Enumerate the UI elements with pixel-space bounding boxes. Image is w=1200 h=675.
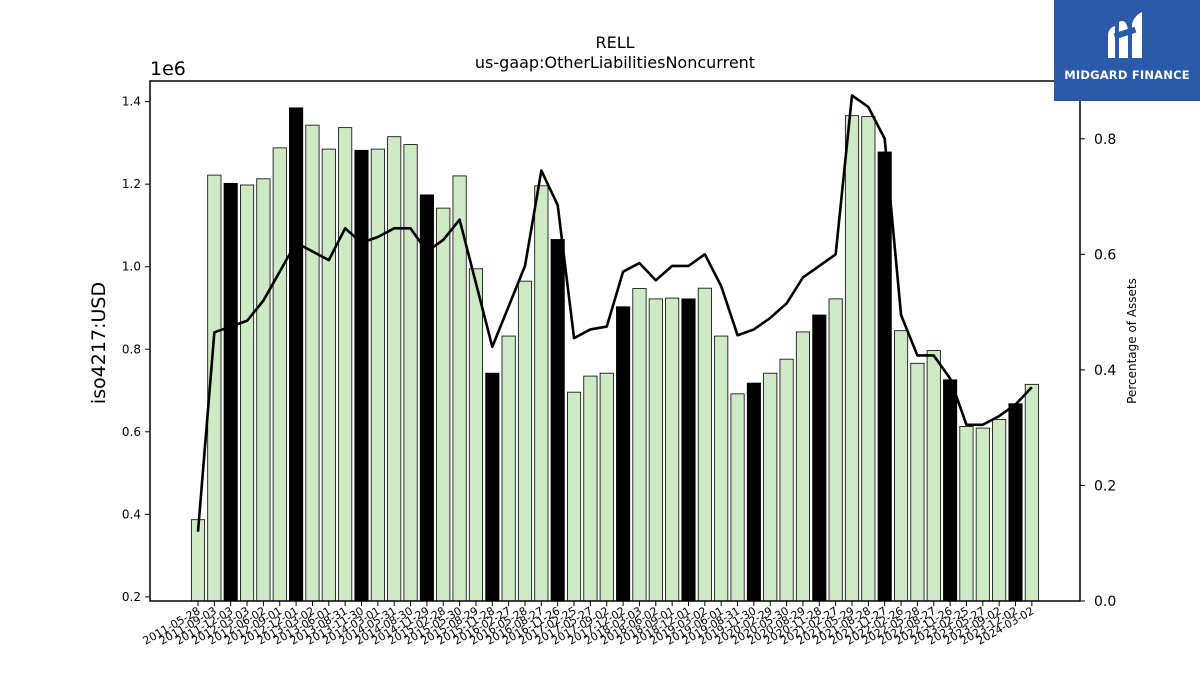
y2-tick-label: 0.2 bbox=[1094, 478, 1116, 494]
brand-name: MIDGARD FINANCE bbox=[1064, 68, 1190, 82]
y-tick-label: 0.4 bbox=[122, 507, 141, 521]
bar-2016-11-26 bbox=[550, 239, 565, 602]
bar-2016-02-27 bbox=[501, 335, 516, 602]
brand-logo: MIDGARD FINANCE bbox=[1054, 0, 1200, 101]
bar-2016-05-28 bbox=[517, 280, 533, 602]
bar-2011-05-28 bbox=[190, 519, 206, 602]
bar-2019-06-01 bbox=[714, 335, 729, 602]
y2-axis-label: Percentage of Assets bbox=[1125, 278, 1139, 404]
bar-2018-03-03 bbox=[632, 288, 647, 602]
bar-2022-05-28 bbox=[910, 362, 925, 602]
bar-2022-08-27 bbox=[926, 350, 941, 602]
bar-2021-05-29 bbox=[844, 115, 860, 602]
bar-2020-11-28 bbox=[812, 314, 827, 602]
bar-2017-02-25 bbox=[567, 391, 582, 602]
bar-2014-05-31 bbox=[387, 136, 402, 602]
bar-2014-11-29 bbox=[419, 194, 434, 602]
bar-2019-11-30 bbox=[746, 382, 761, 602]
bar-2023-12-02 bbox=[1008, 403, 1023, 602]
bar-2021-11-27 bbox=[877, 151, 892, 602]
y2-tick-label: 0.0 bbox=[1094, 594, 1116, 610]
plot-frame bbox=[149, 80, 1081, 602]
y2-tick-label: 0.6 bbox=[1094, 247, 1116, 263]
bar-2023-02-25 bbox=[959, 426, 974, 602]
bar-2016-08-27 bbox=[534, 185, 549, 602]
bar-2015-11-28 bbox=[485, 372, 500, 602]
bar-2022-11-26 bbox=[943, 379, 958, 602]
y-axis-label: iso4217:USD bbox=[88, 282, 110, 404]
bar-2013-06-01 bbox=[321, 148, 336, 602]
bar-2015-08-29 bbox=[468, 268, 483, 602]
y2-tick-label: 0.4 bbox=[1094, 363, 1116, 379]
bar-2024-03-02 bbox=[1024, 383, 1039, 602]
bar-2022-02-26 bbox=[894, 330, 909, 602]
midgard-m-logo-icon bbox=[1108, 12, 1142, 58]
bar-2013-11-30 bbox=[354, 149, 369, 602]
bar-2012-09-01 bbox=[272, 147, 287, 602]
y2-tick-label: 0.8 bbox=[1094, 132, 1116, 148]
bar-2011-12-03 bbox=[223, 182, 238, 602]
chart-subtitle: us-gaap:OtherLiabilitiesNoncurrent bbox=[475, 53, 755, 72]
bar-2020-08-29 bbox=[795, 331, 810, 602]
percent-of-assets-line bbox=[196, 94, 1033, 532]
bar-2018-06-02 bbox=[648, 298, 663, 602]
bar-2023-09-02 bbox=[992, 419, 1007, 602]
bar-2012-03-03 bbox=[239, 184, 255, 602]
bar-2018-12-01 bbox=[681, 298, 696, 602]
bar-2018-09-01 bbox=[665, 297, 680, 602]
y-tick-label: 1.4 bbox=[122, 95, 141, 109]
bar-2020-05-30 bbox=[779, 358, 794, 602]
bar-2014-08-30 bbox=[403, 144, 418, 602]
y-tick-label: 0.2 bbox=[122, 590, 141, 604]
bar-2012-06-02 bbox=[256, 178, 271, 602]
bar-2017-09-02 bbox=[599, 372, 614, 602]
y-tick-label: 1.2 bbox=[122, 177, 141, 191]
bar-2017-05-27 bbox=[583, 375, 598, 602]
bar-2020-02-29 bbox=[763, 372, 778, 602]
bar-2019-03-02 bbox=[697, 287, 712, 602]
y-tick-label: 0.6 bbox=[122, 425, 141, 439]
bar-2017-12-02 bbox=[616, 306, 631, 602]
bar-2021-08-28 bbox=[861, 116, 876, 602]
chart-title: RELL bbox=[595, 33, 634, 52]
bar-2015-02-28 bbox=[436, 207, 451, 602]
y-tick-label: 0.8 bbox=[122, 342, 141, 356]
y-multiplier-label: 1e6 bbox=[150, 58, 186, 80]
bar-2023-05-27 bbox=[975, 427, 990, 602]
bar-2021-02-27 bbox=[828, 298, 843, 602]
bar-2012-12-01 bbox=[289, 107, 304, 602]
y-tick-label: 1.0 bbox=[122, 260, 141, 274]
bar-2013-03-02 bbox=[305, 124, 320, 602]
bar-2014-03-01 bbox=[370, 148, 385, 602]
bar-2019-08-31 bbox=[730, 393, 745, 602]
bar-2013-08-31 bbox=[338, 127, 353, 602]
